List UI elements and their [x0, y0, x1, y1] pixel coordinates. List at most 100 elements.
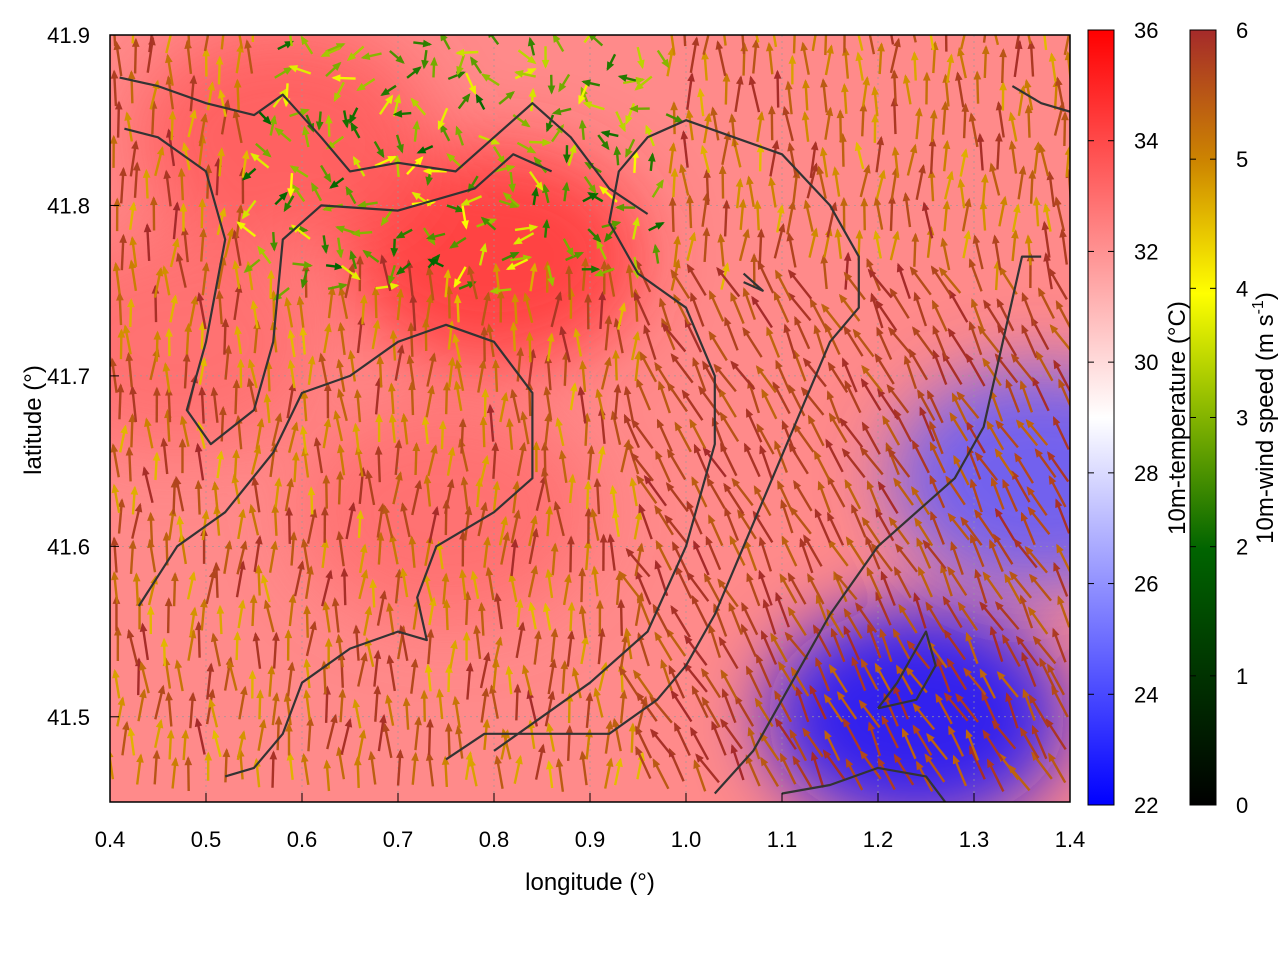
wind-arrow-head [111, 483, 120, 494]
wind-arrow-head [735, 177, 744, 188]
wind-arrow-head [216, 604, 225, 614]
wind-arrow-head [709, 290, 717, 300]
wind-arrow-head [520, 410, 528, 421]
wind-arrow-head [562, 154, 571, 164]
wind-arrow-head [702, 360, 710, 371]
wind-arrow-head [756, 653, 764, 664]
wind-arrow-head [269, 750, 278, 760]
wind-label-end: ) [1252, 292, 1279, 300]
wind-arrow-head [426, 718, 434, 728]
wind-arrow-head [929, 420, 937, 431]
wind-arrow-head [300, 108, 310, 116]
wind-arrow-head [430, 444, 438, 454]
wind-arrow-head [827, 361, 836, 372]
wind-arrow-head [411, 751, 419, 762]
wind-arrow-head [723, 482, 732, 493]
wind-arrow-head [1005, 378, 1013, 389]
wind-arrow-head [396, 143, 404, 154]
temperature-colorbar-tick-label: 30 [1134, 350, 1158, 375]
wind-arrow-head [986, 420, 995, 430]
wind-arrow-head [218, 207, 227, 217]
wind-arrow [723, 35, 727, 46]
wind-arrow-head [153, 330, 162, 340]
wind-arrow-head [960, 148, 969, 158]
wind-colorbar-tick-label: 3 [1236, 406, 1248, 431]
wind-arrow-head [244, 39, 252, 49]
wind-arrow-head [1053, 359, 1062, 370]
y-tick-label: 41.6 [47, 534, 90, 559]
wind-arrow-head [715, 40, 724, 50]
wind-arrow-head [794, 315, 802, 326]
wind-arrow-head [1024, 234, 1033, 244]
wind-arrow-head [581, 634, 589, 645]
wind-arrow-head [167, 24, 174, 34]
wind-arrow-head [922, 71, 931, 81]
wind-arrow-head [1004, 573, 1013, 584]
wind-arrow-head [892, 628, 901, 638]
wind-arrow-head [396, 748, 404, 759]
wind-arrow-head [746, 572, 754, 583]
wind-arrow-head [569, 143, 577, 154]
wind-arrow-head [845, 758, 854, 768]
wind-arrow-head [315, 121, 324, 131]
wind-arrow-head [861, 364, 870, 375]
wind-arrow-head [300, 538, 309, 548]
wind-arrow-head [194, 717, 203, 728]
wind-arrow-head [184, 12, 192, 21]
wind-arrow-head [482, 718, 491, 728]
wind-arrow-head [436, 688, 444, 698]
wind-arrow-head [331, 596, 340, 607]
wind-arrow-head [968, 320, 976, 331]
wind-arrow-head [802, 357, 812, 368]
wind-arrow-head [485, 566, 494, 576]
wind-arrow-head [695, 753, 704, 763]
wind-arrow [165, 35, 172, 54]
wind-arrow-head [336, 249, 344, 259]
wind-arrow-head [1032, 635, 1042, 646]
wind-arrow-head [974, 509, 983, 519]
wind-arrow-head [458, 418, 467, 428]
wind-arrow-head [475, 93, 484, 104]
wind-arrow-head [196, 291, 205, 302]
wind-arrow-head [877, 757, 886, 768]
wind-arrow-head [241, 149, 250, 160]
wind-arrow-head [198, 386, 207, 396]
wind-arrow-head [542, 138, 552, 147]
wind-arrow-head [761, 630, 769, 640]
wind-arrow-head [968, 258, 977, 268]
wind-arrow-head [550, 542, 559, 552]
x-tick-label: 0.9 [575, 827, 606, 852]
wind-arrow-head [706, 477, 715, 487]
wind-arrow-head [468, 85, 476, 96]
wind-arrow-head [803, 199, 812, 209]
wind-arrow-head [351, 271, 361, 281]
x-axis-label: longitude (°) [525, 869, 655, 896]
wind-arrow-head [871, 113, 879, 123]
wind-arrow-head [584, 539, 592, 549]
wind-arrow-head [886, 383, 896, 394]
wind-arrow-head [255, 535, 263, 545]
wind-arrow-head [546, 722, 554, 732]
wind-arrow-head [380, 87, 390, 96]
wind-arrow-head [1022, 11, 1030, 21]
wind-arrow-head [1002, 634, 1010, 644]
wind-arrow-head [863, 163, 871, 174]
wind-arrow-head [132, 161, 141, 171]
wind-arrow-head [628, 722, 637, 732]
wind-arrow-head [841, 447, 851, 458]
wind-arrow-head [974, 451, 984, 462]
wind-arrow-head [464, 505, 473, 516]
wind-arrow-head [1026, 486, 1035, 496]
wind-arrow-head [1053, 561, 1061, 572]
wind-arrow-head [703, 168, 711, 178]
wind-arrow-head [206, 17, 214, 27]
wind-arrow-head [143, 223, 152, 233]
wind-arrow-head [430, 56, 438, 66]
wind-arrow-head [338, 282, 348, 291]
wind-arrow-head [750, 13, 757, 23]
wind-arrow-head [160, 637, 169, 647]
wind-arrow-head [284, 296, 292, 307]
wind-arrow-head [600, 260, 609, 270]
wind-arrow-head [506, 417, 514, 428]
wind-arrow-head [338, 688, 347, 698]
